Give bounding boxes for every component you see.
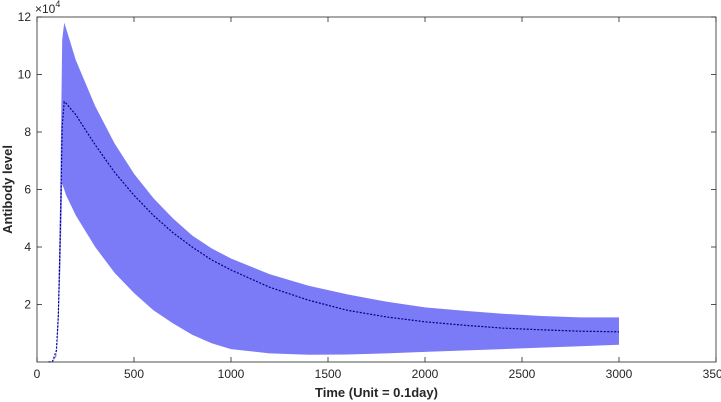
x-tick-label: 3500 [703,367,721,381]
confidence-band [52,22,619,363]
x-tick-label: 0 [34,367,41,381]
x-tick-label: 3000 [606,367,633,381]
x-axis-label: Time (Unit = 0.1day) [315,385,438,400]
y-tick-label: 10 [18,68,32,82]
x-tick-label: 1500 [315,367,342,381]
x-tick-label: 2000 [412,367,439,381]
y-tick-label: 6 [24,183,31,197]
y-tick-label: 8 [24,125,31,139]
mean-line [48,100,620,363]
y-axis-ticks: 2 4 6 8 10 12 [18,10,716,312]
x-axis-ticks: 0 500 1000 1500 2000 2500 3000 3500 [34,17,721,381]
y-tick-label: 4 [24,240,31,254]
y-axis-multiplier: ×104 [35,0,60,16]
y-tick-label: 12 [18,10,32,24]
x-tick-label: 2500 [509,367,536,381]
x-tick-label: 1000 [218,367,245,381]
x-tick-label: 500 [124,367,144,381]
y-tick-label: 2 [24,298,31,312]
plot-area [48,22,620,363]
y-axis-label: Antibody level [0,145,15,234]
